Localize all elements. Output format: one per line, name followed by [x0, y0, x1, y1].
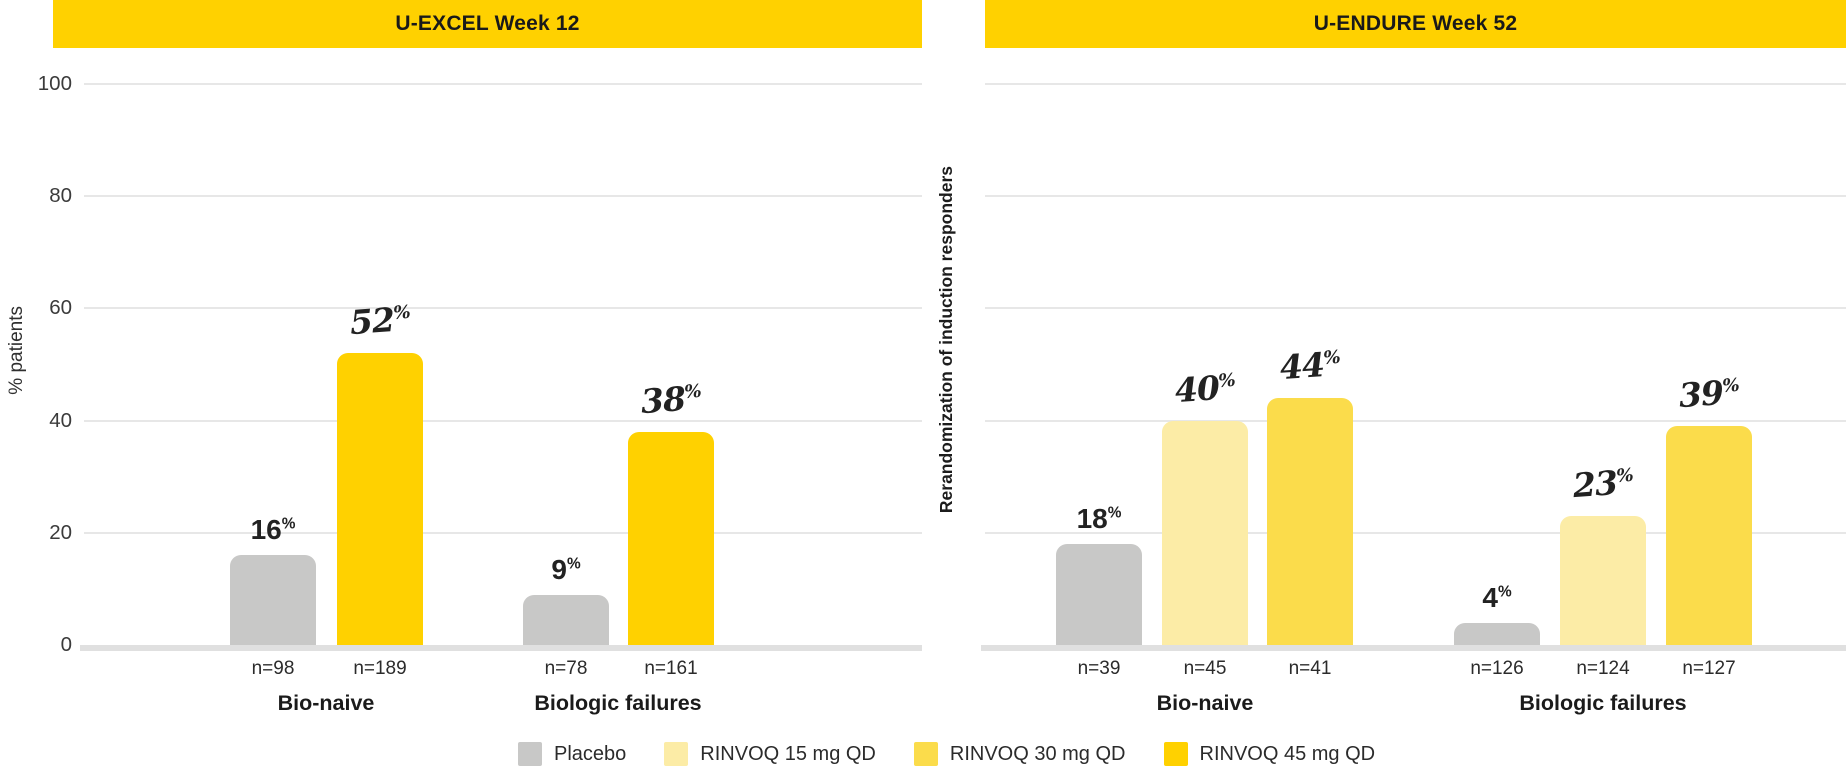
bar-value-number: 38: [639, 379, 687, 422]
y-tick-label-20: 20: [49, 520, 72, 544]
gridline-40: [985, 419, 1846, 422]
x-axis-baseline: [981, 645, 1846, 651]
bar-n-label: n=45: [1183, 658, 1227, 679]
panel-title-banner-uendure: U-ENDURE Week 52: [985, 0, 1846, 48]
bar-value-label: 16%: [183, 514, 363, 546]
gridline-60: [985, 307, 1846, 310]
gridline-40: [84, 419, 922, 422]
legend-swatch-rinvoq-30-mg-qd: [913, 742, 938, 766]
bar-value-number: 23: [1571, 463, 1619, 506]
percent-sign: %: [1497, 583, 1512, 601]
bar-value-number: 40: [1173, 368, 1221, 411]
bar-n-label: n=98: [251, 658, 295, 679]
bar-n-label: n=127: [1682, 658, 1736, 679]
bar-value-number: 18: [1076, 503, 1108, 534]
bar-rinvoq-15-mg-qd: [1560, 516, 1646, 645]
group-label-biologic-failures: Biologic failures: [534, 691, 702, 715]
group-label-bio-naive: Bio-naive: [277, 691, 375, 715]
y-tick-label-40: 40: [49, 408, 72, 432]
gridline-80: [84, 195, 922, 198]
bar-n-label: n=39: [1077, 658, 1121, 679]
y-tick-label-0: 0: [60, 633, 72, 656]
bar-placebo: [1056, 544, 1142, 645]
gridline-100: [985, 83, 1846, 85]
bar-n-label: n=124: [1576, 658, 1630, 679]
percent-sign: %: [566, 555, 581, 573]
bar-value-number: 9: [551, 554, 567, 585]
y-axis-label-right: Rerandomization of induction responders: [936, 166, 956, 514]
legend-label: RINVOQ 15 mg QD: [700, 742, 876, 765]
y-tick-label-100: 100: [37, 72, 72, 95]
panel-title-uexcel: U-EXCEL Week 12: [395, 12, 580, 35]
legend-item-rinvoq-30-mg-qd: RINVOQ 30 mg QD: [913, 742, 1126, 766]
bar-n-label: n=126: [1470, 658, 1524, 679]
bar-placebo: [523, 595, 609, 645]
bar-placebo: [230, 555, 316, 645]
gridline-100: [84, 83, 922, 85]
legend-item-placebo: Placebo: [518, 742, 626, 766]
bar-value-number: 16: [250, 514, 282, 545]
y-tick-label-80: 80: [49, 184, 72, 208]
bar-rinvoq-15-mg-qd: [1162, 421, 1248, 645]
bar-n-label: n=161: [644, 658, 698, 679]
bar-value-label: 39%: [1618, 368, 1800, 419]
bar-n-label: n=78: [544, 658, 588, 679]
bar-value-number: 44: [1278, 345, 1326, 388]
percent-sign: %: [1322, 346, 1341, 370]
percent-sign: %: [281, 515, 296, 533]
y-tick-label-60: 60: [49, 296, 72, 320]
bar-n-label: n=41: [1288, 658, 1332, 679]
legend-swatch-placebo: [518, 742, 542, 766]
legend-swatch-rinvoq-45-mg-qd: [1163, 742, 1188, 766]
group-label-bio-naive: Bio-naive: [1156, 691, 1254, 715]
percent-sign: %: [683, 380, 702, 404]
bar-value-label: 18%: [1009, 503, 1189, 535]
bar-value-label: 44%: [1219, 340, 1401, 391]
bar-placebo: [1454, 623, 1540, 645]
percent-sign: %: [1615, 464, 1634, 488]
bar-value-label: 4%: [1407, 582, 1587, 614]
legend-swatch-rinvoq-15-mg-qd: [664, 742, 689, 766]
legend-label: RINVOQ 45 mg QD: [1199, 742, 1376, 765]
gridline-20: [84, 531, 922, 534]
bar-value-label: 38%: [580, 374, 762, 425]
legend-label: RINVOQ 30 mg QD: [949, 742, 1126, 765]
legend-label: Placebo: [554, 742, 627, 765]
bar-rinvoq-30-mg-qd: [1267, 398, 1353, 645]
panel-title-banner-uexcel: U-EXCEL Week 12: [53, 0, 922, 48]
bar-rinvoq-45-mg-qd: [628, 432, 714, 645]
gridline-20: [985, 531, 1846, 534]
legend-item-rinvoq-15-mg-qd: RINVOQ 15 mg QD: [664, 742, 876, 766]
bar-n-label: n=189: [353, 658, 407, 679]
group-label-biologic-failures: Biologic failures: [1519, 691, 1687, 715]
legend: Placebo RINVOQ 15 mg QD RINVOQ 30 mg QD RIN…: [518, 742, 1375, 766]
bar-rinvoq-45-mg-qd: [337, 353, 423, 645]
bar-value-label: 9%: [476, 554, 656, 586]
percent-sign: %: [1721, 374, 1740, 398]
bar-value-number: 4: [1482, 582, 1498, 613]
bar-rinvoq-30-mg-qd: [1666, 426, 1752, 645]
panel-title-uendure: U-ENDURE Week 52: [1313, 12, 1518, 35]
gridline-80: [985, 195, 1846, 198]
bar-value-number: 39: [1677, 373, 1725, 416]
legend-item-rinvoq-45-mg-qd: RINVOQ 45 mg QD: [1163, 742, 1376, 766]
bar-value-label: 52%: [289, 295, 471, 346]
gridline-60: [84, 307, 922, 310]
x-axis-baseline: [80, 645, 922, 651]
percent-sign: %: [1107, 504, 1122, 522]
percent-sign: %: [392, 301, 411, 325]
bar-value-number: 52: [348, 300, 396, 343]
